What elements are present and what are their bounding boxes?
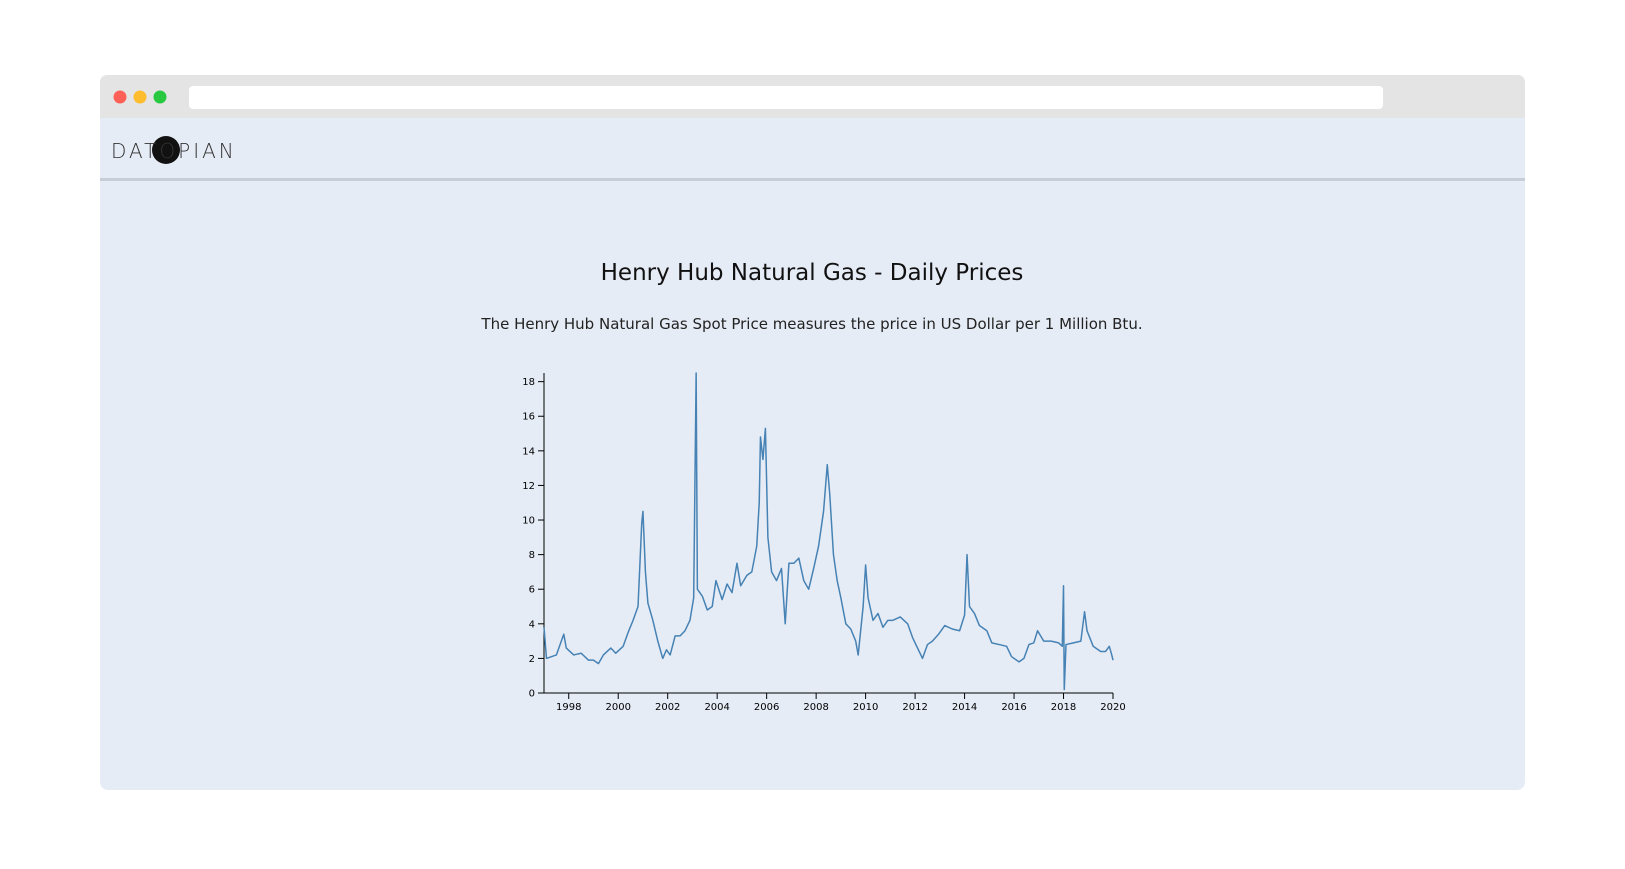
x-tick-label: 2004 <box>704 702 729 713</box>
y-tick-label: 2 <box>529 654 535 665</box>
chart-subtitle: The Henry Hub Natural Gas Spot Price mea… <box>480 315 1142 333</box>
x-tick-label: 1998 <box>556 702 581 713</box>
logo[interactable]: DATOPIAN <box>111 139 237 163</box>
x-tick-label: 2020 <box>1100 702 1125 713</box>
price-line <box>543 372 1114 691</box>
x-tick-label: 2006 <box>754 702 779 713</box>
x-tick-label: 2010 <box>853 702 878 713</box>
nav-shadow <box>100 178 1525 181</box>
y-tick-label: 8 <box>529 550 535 561</box>
y-tick-label: 12 <box>522 481 535 492</box>
x-tick-label: 2008 <box>803 702 828 713</box>
browser-window <box>100 75 1525 790</box>
maximize-button[interactable] <box>153 90 167 104</box>
y-tick-label: 10 <box>522 516 535 527</box>
chart-title: Henry Hub Natural Gas - Daily Prices <box>601 260 1024 286</box>
y-tick-label: 6 <box>529 585 535 596</box>
x-tick-label: 2002 <box>655 702 680 713</box>
x-tick-label: 2014 <box>952 702 977 713</box>
logo-mark <box>152 136 180 164</box>
x-tick-label: 2000 <box>605 702 630 713</box>
address-bar[interactable] <box>189 86 1383 109</box>
x-tick-label: 2012 <box>902 702 927 713</box>
minimize-button[interactable] <box>133 90 147 104</box>
close-button[interactable] <box>113 90 127 104</box>
y-tick-label: 14 <box>522 446 535 457</box>
y-tick-label: 0 <box>529 689 535 700</box>
x-tick-label: 2016 <box>1001 702 1026 713</box>
y-tick-label: 16 <box>522 412 535 423</box>
y-tick-label: 4 <box>529 619 535 630</box>
x-tick-label: 2018 <box>1051 702 1076 713</box>
y-tick-label: 18 <box>522 377 535 388</box>
plot: 0 2 4 6 8 10 12 14 16 18 1998 2000 2002 2004 2006 2008 2… <box>522 372 1126 713</box>
